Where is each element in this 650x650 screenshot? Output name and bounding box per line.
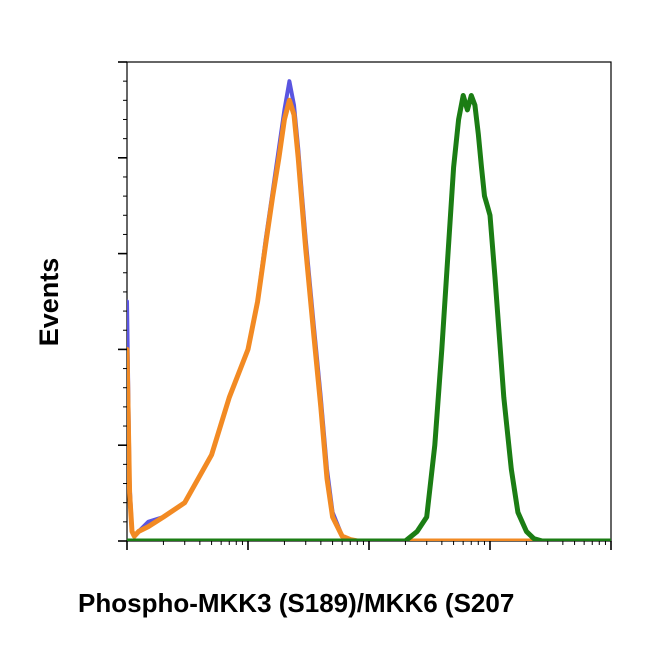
x-axis-title: Phospho-MKK3 (S189)/MKK6 (S207 (78, 588, 514, 618)
y-axis-title: Events (34, 258, 64, 347)
series-line-2 (127, 97, 611, 541)
series-layer (127, 79, 611, 541)
x-axis-ticks (126, 541, 612, 550)
series-line-3 (127, 93, 611, 541)
y-axis-ticks (118, 61, 127, 542)
